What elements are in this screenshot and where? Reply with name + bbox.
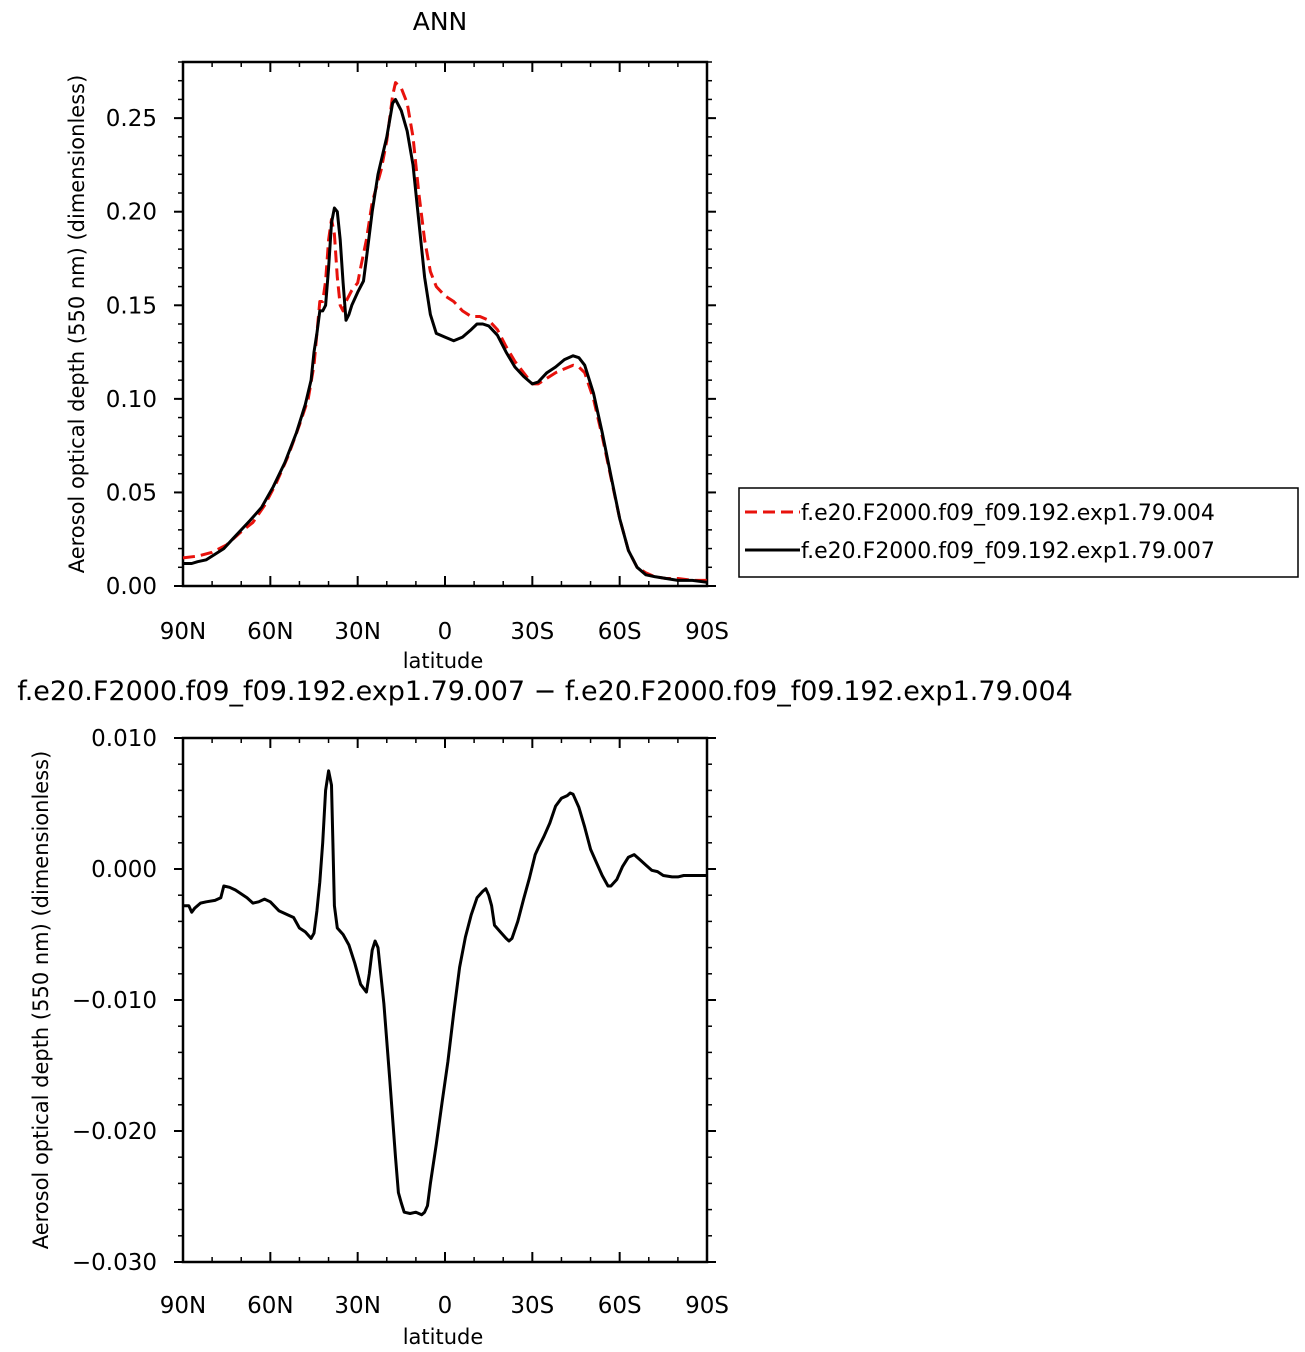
x-tick-label: 60N — [247, 619, 293, 645]
y-tick-label: −0.020 — [72, 1119, 157, 1145]
x-tick-label: 30S — [510, 1293, 554, 1319]
y-tick-label: 0.20 — [106, 200, 157, 226]
x-tick-label: 30N — [334, 1293, 380, 1319]
y-tick-label: 0.10 — [106, 387, 157, 413]
y-tick-label: 0.25 — [106, 106, 157, 132]
legend-box — [738, 487, 1299, 578]
x-axis-label: latitude — [403, 1325, 484, 1349]
y-tick-label: 0.15 — [106, 293, 157, 319]
y-tick-label: 0.00 — [106, 574, 157, 600]
x-axis-label: latitude — [403, 649, 484, 673]
x-tick-label: 60S — [598, 1293, 642, 1319]
y-axis-label: Aerosol optical depth (550 nm) (dimensio… — [65, 75, 89, 574]
plot-frame — [181, 736, 709, 1264]
y-tick-label: −0.030 — [72, 1250, 157, 1276]
series-line-2 — [183, 97, 708, 584]
y-axis-label: Aerosol optical depth (550 nm) (dimensio… — [29, 751, 53, 1250]
y-tick-label: 0.010 — [91, 726, 157, 752]
chart-panel-2 — [174, 736, 716, 1264]
legend — [738, 487, 1299, 578]
y-tick-label: 0.000 — [91, 857, 157, 883]
chart-title: f.e20.F2000.f09_f09.192.exp1.79.007 − f.… — [17, 676, 1073, 707]
chart-panel-1 — [174, 60, 716, 588]
x-tick-label: 60S — [598, 619, 642, 645]
x-tick-label: 90N — [160, 619, 206, 645]
x-tick-label: 30N — [334, 619, 380, 645]
legend-label-2: f.e20.F2000.f09_f09.192.exp1.79.007 — [801, 539, 1215, 564]
chart-title: ANN — [413, 7, 468, 36]
x-tick-label: 30S — [510, 619, 554, 645]
series-line-1 — [183, 769, 707, 1217]
x-tick-label: 90S — [685, 619, 729, 645]
y-tick-label: −0.010 — [72, 988, 157, 1014]
x-tick-label: 0 — [438, 619, 453, 645]
y-tick-label: 0.05 — [106, 480, 157, 506]
x-tick-label: 0 — [438, 1293, 453, 1319]
legend-label-1: f.e20.F2000.f09_f09.192.exp1.79.004 — [801, 501, 1215, 526]
x-tick-label: 60N — [247, 1293, 293, 1319]
x-tick-label: 90S — [685, 1293, 729, 1319]
x-tick-label: 90N — [160, 1293, 206, 1319]
